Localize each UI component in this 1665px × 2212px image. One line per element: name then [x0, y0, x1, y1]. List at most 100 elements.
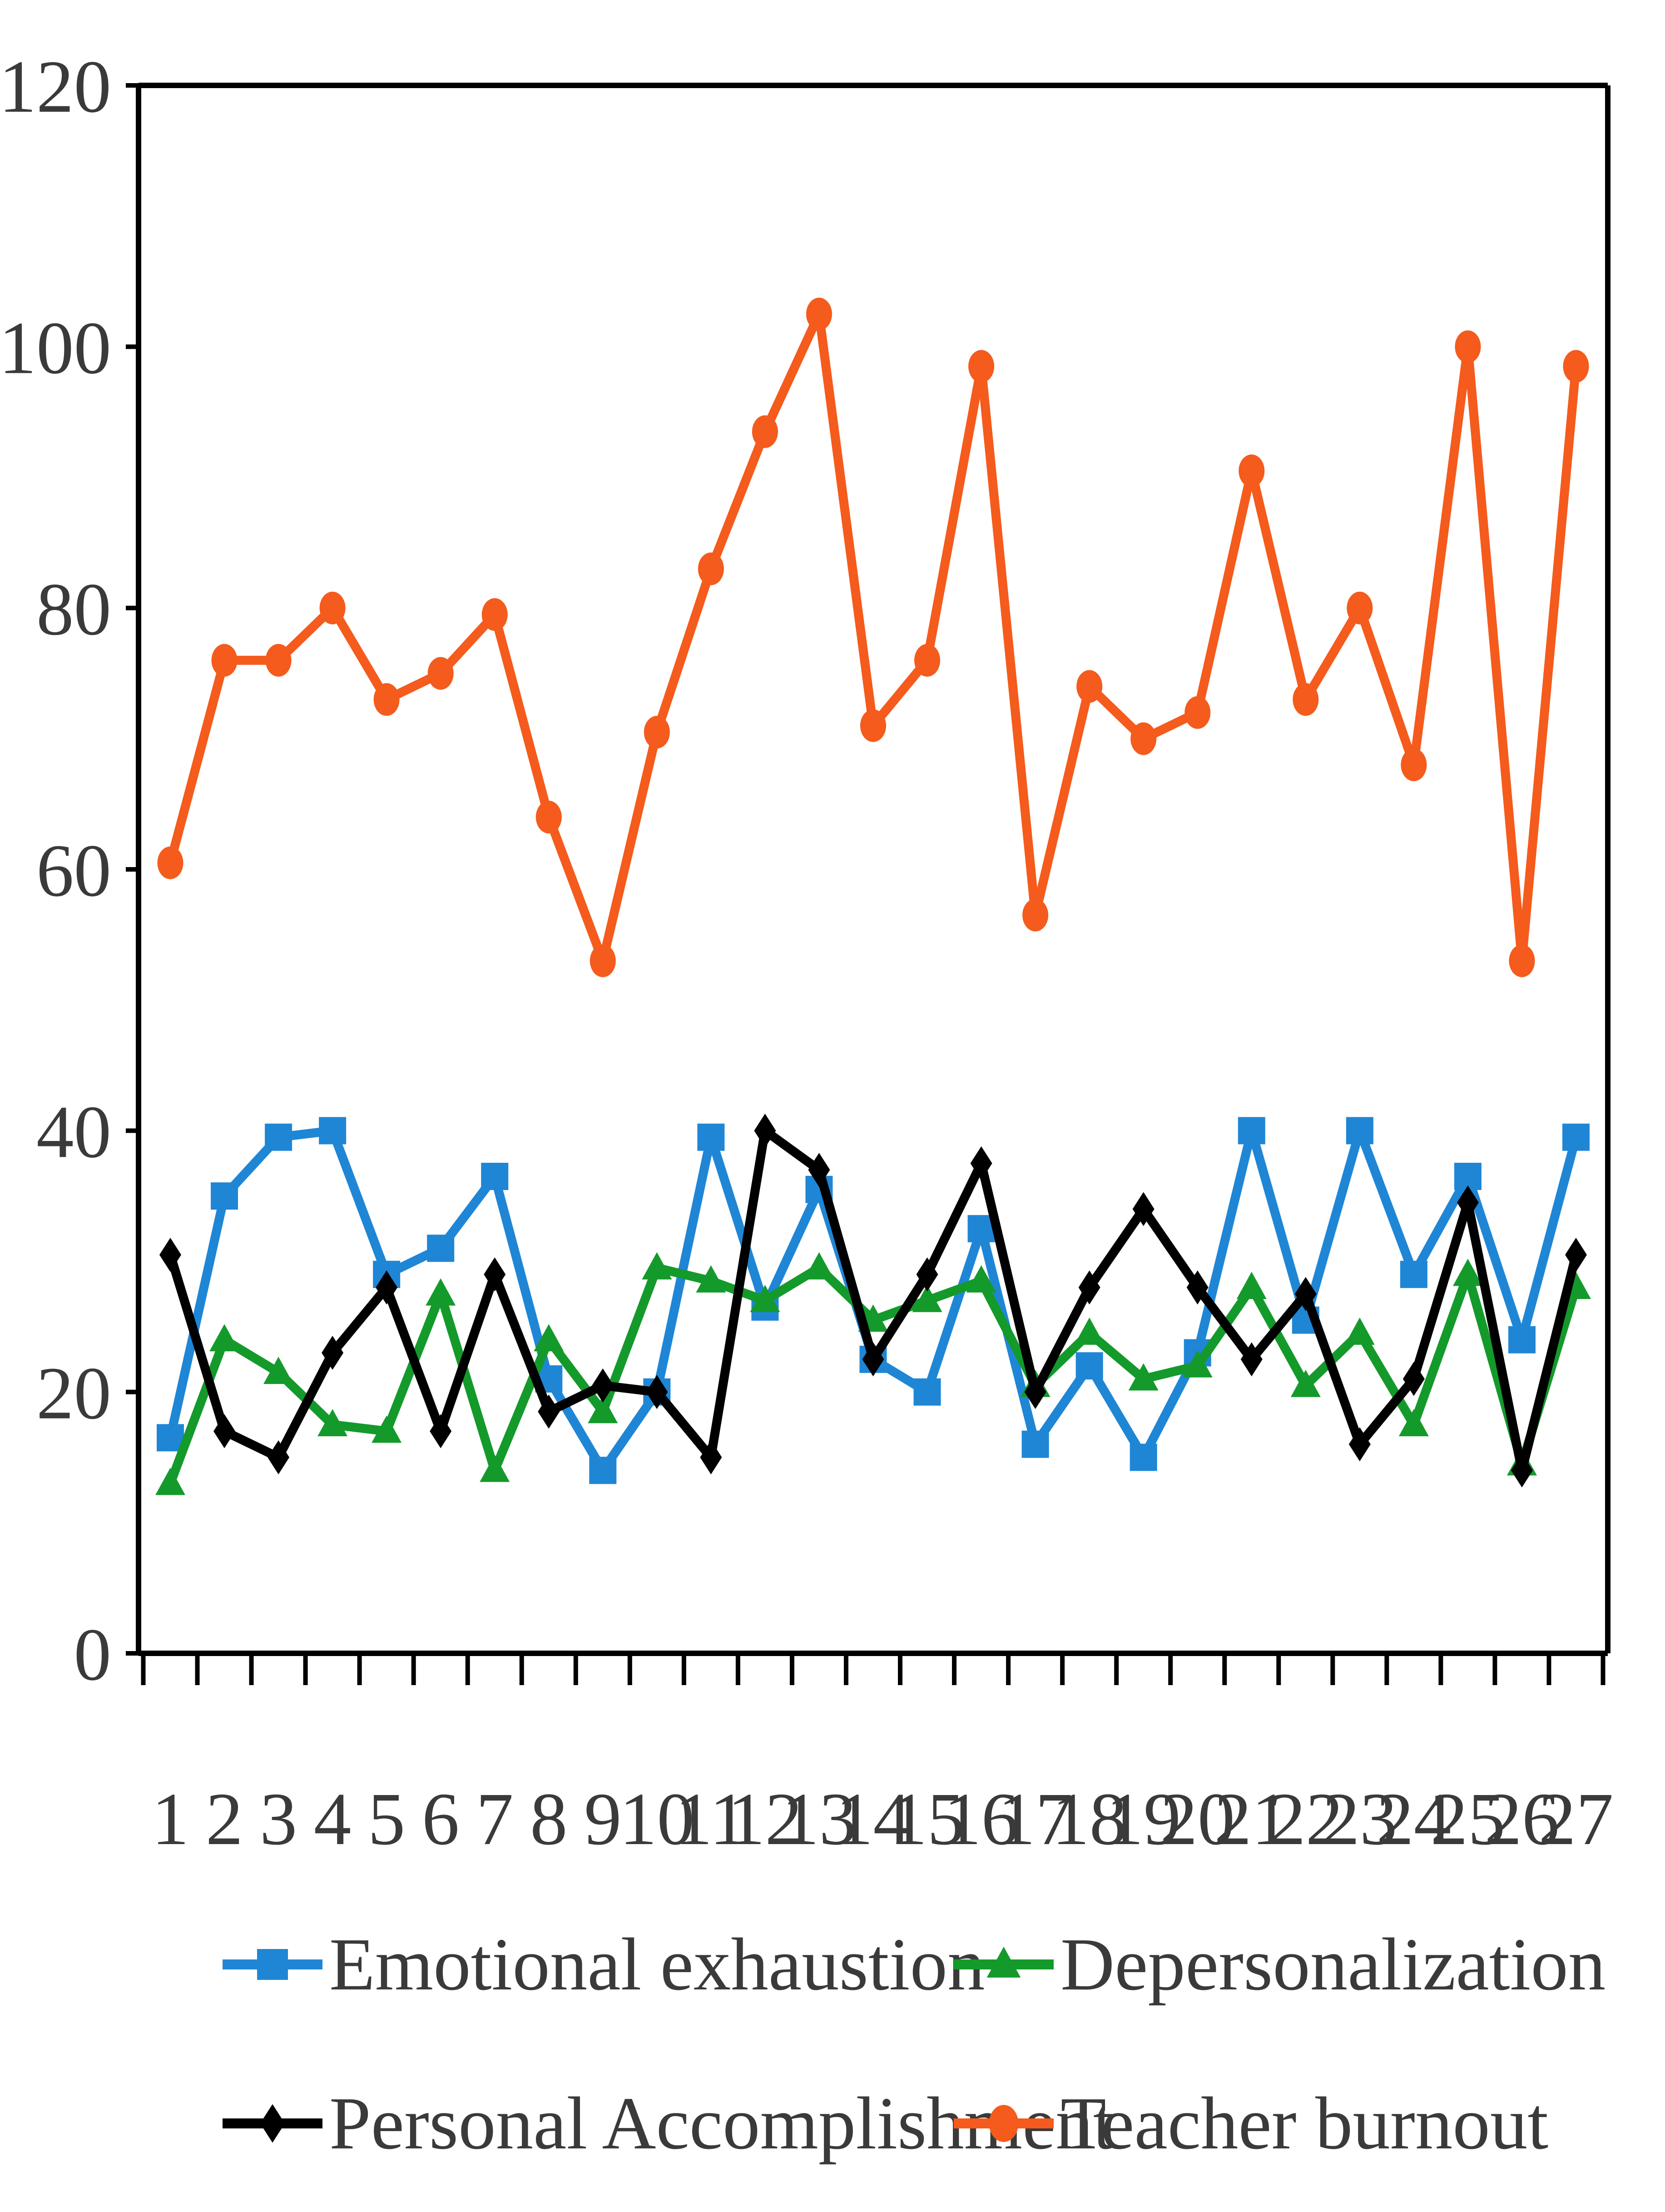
- data-point-depersonalization: [480, 1454, 510, 1482]
- data-point-emotional-exhaustion: [589, 1457, 617, 1484]
- data-point-personal-accomplishment: [862, 1342, 884, 1377]
- data-point-teacher-burnout: [968, 350, 995, 383]
- x-tick-label: 18: [1052, 1777, 1127, 1860]
- x-tick-label: 4: [314, 1777, 352, 1860]
- data-point-personal-accomplishment: [1186, 1270, 1209, 1305]
- x-tick-label: 2: [206, 1777, 243, 1860]
- y-tick-label: 0: [74, 1613, 112, 1696]
- data-point-teacher-burnout: [1347, 591, 1373, 625]
- data-point-personal-accomplishment: [159, 1238, 181, 1272]
- x-tick-label: 24: [1376, 1777, 1451, 1860]
- data-point-personal-accomplishment: [213, 1414, 236, 1448]
- data-point-depersonalization: [1236, 1272, 1267, 1299]
- data-point-depersonalization: [209, 1324, 240, 1352]
- series-line-personal-accomplishment: [166, 1126, 1581, 1475]
- data-point-depersonalization: [426, 1278, 456, 1306]
- data-point-teacher-burnout: [1293, 683, 1319, 716]
- data-point-emotional-exhaustion: [265, 1123, 292, 1151]
- x-tick-label: 6: [422, 1777, 460, 1860]
- x-tick-label: 11: [675, 1777, 747, 1860]
- y-tick-label: 80: [36, 568, 111, 651]
- series-line-teacher-burnout: [166, 309, 1581, 966]
- data-point-teacher-burnout: [914, 644, 941, 677]
- data-point-personal-accomplishment: [970, 1146, 992, 1180]
- x-tick-label: 10: [619, 1777, 694, 1860]
- data-point-teacher-burnout: [157, 846, 183, 879]
- data-point-personal-accomplishment: [1348, 1427, 1371, 1462]
- data-point-personal-accomplishment: [808, 1153, 830, 1187]
- data-point-personal-accomplishment: [1240, 1342, 1263, 1377]
- x-tick-label: 8: [530, 1777, 568, 1860]
- legend-marker-teacher-burnout: [989, 2105, 1019, 2142]
- data-point-personal-accomplishment: [268, 1440, 290, 1474]
- data-point-teacher-burnout: [1184, 696, 1211, 729]
- data-point-emotional-exhaustion: [1130, 1443, 1157, 1471]
- data-point-teacher-burnout: [1455, 330, 1481, 363]
- data-point-emotional-exhaustion: [427, 1235, 455, 1262]
- x-tick-label: 7: [476, 1777, 514, 1860]
- data-point-personal-accomplishment: [592, 1368, 614, 1403]
- data-point-depersonalization: [1182, 1350, 1213, 1378]
- data-point-personal-accomplishment: [1024, 1375, 1046, 1409]
- data-point-emotional-exhaustion: [1508, 1326, 1536, 1354]
- data-point-teacher-burnout: [1509, 944, 1535, 977]
- x-tick-label: 14: [836, 1777, 911, 1860]
- data-point-depersonalization: [1290, 1369, 1321, 1397]
- data-point-emotional-exhaustion: [1021, 1430, 1049, 1458]
- data-point-personal-accomplishment: [1132, 1192, 1155, 1226]
- legend-label-emotional-exhaustion: Emotional exhaustion: [329, 1923, 985, 2006]
- data-point-personal-accomplishment: [1511, 1453, 1533, 1488]
- data-point-personal-accomplishment: [646, 1375, 668, 1409]
- x-tick-label: 22: [1268, 1777, 1343, 1860]
- x-tick-label: 19: [1106, 1777, 1181, 1860]
- data-point-teacher-burnout: [1076, 670, 1103, 703]
- x-tick-label: 17: [998, 1777, 1073, 1860]
- data-point-teacher-burnout: [1130, 722, 1157, 755]
- x-tick-label: 26: [1484, 1777, 1559, 1860]
- data-point-depersonalization: [804, 1252, 834, 1280]
- data-point-emotional-exhaustion: [481, 1163, 509, 1190]
- legend-label-depersonalization: Depersonalization: [1060, 1923, 1606, 2006]
- data-point-emotional-exhaustion: [1346, 1117, 1373, 1145]
- data-point-emotional-exhaustion: [1400, 1260, 1427, 1288]
- y-tick-label: 120: [0, 45, 111, 128]
- data-point-depersonalization: [1074, 1317, 1105, 1345]
- data-point-emotional-exhaustion: [913, 1378, 941, 1406]
- y-tick-label: 20: [36, 1352, 111, 1435]
- data-point-depersonalization: [1398, 1409, 1429, 1437]
- data-point-personal-accomplishment: [700, 1440, 722, 1474]
- data-point-personal-accomplishment: [484, 1257, 506, 1292]
- data-point-emotional-exhaustion: [319, 1117, 347, 1145]
- data-point-personal-accomplishment: [916, 1257, 938, 1292]
- data-point-teacher-burnout: [535, 800, 562, 833]
- data-point-personal-accomplishment: [430, 1414, 452, 1448]
- data-point-teacher-burnout: [752, 415, 778, 448]
- data-point-personal-accomplishment: [1402, 1362, 1425, 1396]
- legend-marker-emotional-exhaustion: [257, 1949, 288, 1980]
- x-tick-label: 9: [584, 1777, 622, 1860]
- data-point-emotional-exhaustion: [1454, 1163, 1482, 1190]
- data-point-teacher-burnout: [1563, 350, 1589, 383]
- x-tick-label: 20: [1160, 1777, 1235, 1860]
- x-tick-label: 13: [782, 1777, 857, 1860]
- data-point-depersonalization: [1452, 1259, 1483, 1286]
- x-tick-label: 27: [1539, 1777, 1614, 1860]
- y-tick-label: 40: [36, 1090, 111, 1173]
- legend-marker-depersonalization: [986, 1946, 1021, 1978]
- data-point-teacher-burnout: [1401, 748, 1427, 781]
- data-point-personal-accomplishment: [1294, 1277, 1317, 1311]
- x-tick-label: 25: [1430, 1777, 1505, 1860]
- data-point-teacher-burnout: [806, 298, 832, 331]
- data-point-depersonalization: [696, 1265, 726, 1293]
- data-point-teacher-burnout: [1239, 454, 1265, 487]
- data-point-personal-accomplishment: [1078, 1270, 1100, 1305]
- data-point-teacher-burnout: [590, 944, 616, 977]
- data-point-depersonalization: [912, 1285, 942, 1312]
- data-point-teacher-burnout: [860, 709, 886, 742]
- data-point-teacher-burnout: [1022, 898, 1049, 932]
- y-tick-label: 60: [36, 829, 111, 912]
- data-point-teacher-burnout: [644, 715, 670, 749]
- data-point-depersonalization: [317, 1409, 348, 1437]
